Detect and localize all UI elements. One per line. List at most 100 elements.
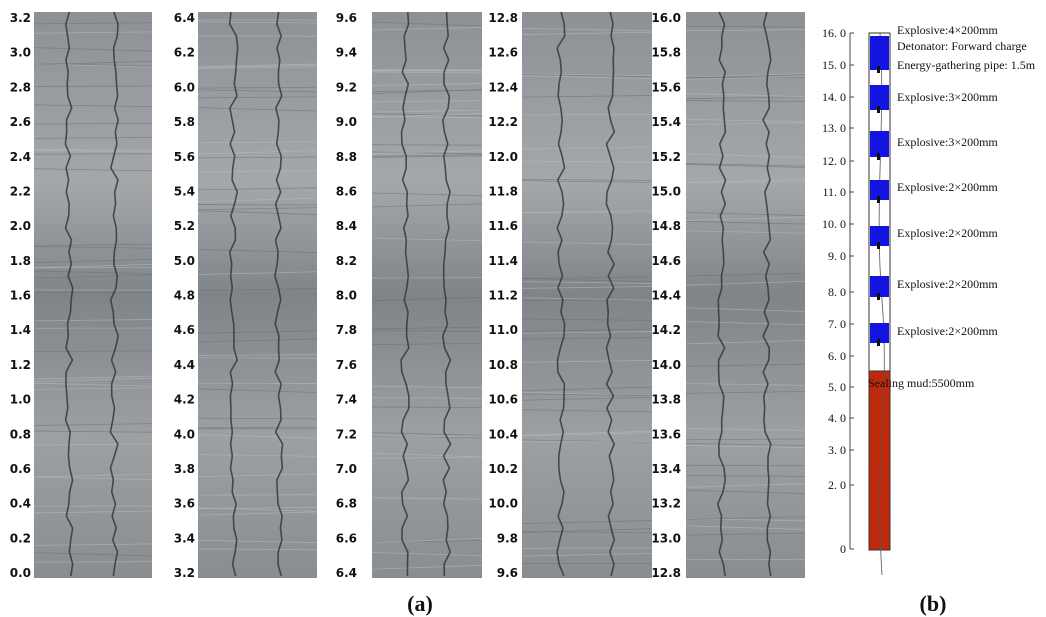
depth-label: 3.6 <box>174 497 195 511</box>
depth-label: 2.6 <box>10 115 31 129</box>
texture <box>371 113 483 118</box>
depth-label: 9.2 <box>336 80 357 94</box>
texture <box>197 107 318 112</box>
texture <box>371 237 483 242</box>
scale-label: 10. 0 <box>822 217 846 231</box>
texture <box>521 359 653 363</box>
texture <box>197 506 318 509</box>
texture <box>685 321 806 326</box>
texture <box>371 296 483 302</box>
depth-label: 0.4 <box>10 497 31 511</box>
detonator <box>877 196 880 203</box>
texture <box>371 151 483 155</box>
texture <box>197 354 318 356</box>
texture <box>521 432 653 437</box>
texture <box>371 144 483 146</box>
annotation: Explosive:3×200mm <box>897 135 998 149</box>
crack <box>556 11 566 577</box>
texture <box>197 330 318 334</box>
texture <box>371 21 483 27</box>
texture <box>685 489 806 494</box>
texture <box>197 96 318 99</box>
depth-label: 11.8 <box>488 184 518 198</box>
texture <box>33 382 153 387</box>
texture <box>685 221 806 225</box>
texture <box>33 423 153 426</box>
scale-label: 15. 0 <box>822 58 846 72</box>
texture <box>685 153 806 158</box>
texture <box>521 160 653 163</box>
depth-label: 14.8 <box>651 219 681 233</box>
depth-label: 15.2 <box>651 150 681 164</box>
depth-label: 5.8 <box>174 115 195 129</box>
texture <box>521 297 653 301</box>
depth-label: 4.4 <box>174 358 195 372</box>
crack <box>400 11 410 577</box>
explosive <box>870 180 889 200</box>
texture <box>371 385 483 389</box>
depth-label: 8.2 <box>336 254 357 268</box>
texture <box>197 156 318 159</box>
depth-label: 4.8 <box>174 289 195 303</box>
texture <box>521 180 653 183</box>
depth-label: 6.4 <box>336 566 357 580</box>
annotation: Explosive:2×200mm <box>897 324 998 338</box>
texture <box>685 25 806 28</box>
depth-label: 0.8 <box>10 427 31 441</box>
texture <box>371 89 483 92</box>
texture <box>521 337 653 340</box>
texture <box>685 212 806 216</box>
crack <box>274 11 284 577</box>
texture <box>371 329 483 333</box>
texture <box>33 264 153 269</box>
caption-b: (b) <box>920 591 947 616</box>
explosive <box>870 85 889 110</box>
texture <box>521 393 653 397</box>
borehole-image <box>34 12 152 578</box>
texture <box>371 203 483 208</box>
depth-label: 15.0 <box>651 184 681 198</box>
texture <box>33 387 153 390</box>
depth-label: 11.0 <box>488 323 518 337</box>
texture <box>521 281 653 284</box>
depth-label: 15.6 <box>651 80 681 94</box>
texture <box>371 452 483 458</box>
depth-label: 2.8 <box>10 80 31 94</box>
texture <box>33 510 153 514</box>
depth-label: 13.8 <box>651 393 681 407</box>
texture <box>521 241 653 245</box>
depth-label: 10.4 <box>488 427 518 441</box>
texture <box>685 93 806 98</box>
texture <box>685 164 806 168</box>
texture <box>685 391 806 394</box>
detonator <box>877 153 880 160</box>
depth-label: 15.8 <box>651 46 681 60</box>
depth-label: 3.2 <box>10 11 31 25</box>
borehole-image <box>372 12 482 578</box>
texture <box>521 31 653 35</box>
texture <box>197 66 318 69</box>
texture <box>197 454 318 457</box>
texture <box>371 153 483 157</box>
texture <box>685 516 806 520</box>
depth-label: 12.4 <box>488 80 518 94</box>
texture <box>521 520 653 525</box>
depth-label: 10.6 <box>488 393 518 407</box>
texture <box>685 443 806 446</box>
texture <box>371 435 483 439</box>
scale-label: 2. 0 <box>828 478 846 492</box>
texture <box>371 155 483 158</box>
annotation: Detonator: Forward charge <box>897 39 1027 53</box>
texture <box>521 553 653 557</box>
texture <box>197 210 318 215</box>
depth-label: 1.2 <box>10 358 31 372</box>
crack <box>228 11 239 577</box>
texture <box>33 62 153 67</box>
texture <box>521 396 653 401</box>
detonator <box>877 293 880 300</box>
texture <box>685 383 806 386</box>
texture <box>371 432 483 436</box>
texture <box>33 60 153 66</box>
scale-label: 6. 0 <box>828 349 846 363</box>
texture <box>371 113 483 117</box>
